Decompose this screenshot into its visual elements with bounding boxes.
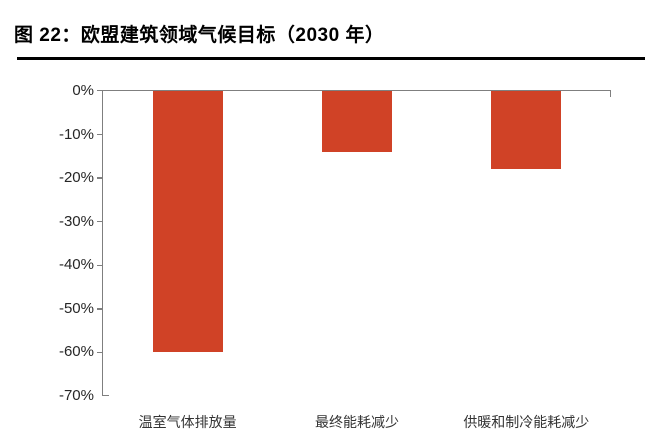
y-axis-tick (97, 308, 103, 310)
figure-title: 图 22：欧盟建筑领域气候目标（2030 年） (14, 25, 385, 46)
y-axis-label: -70% (58, 387, 94, 404)
y-axis-line (101, 91, 103, 396)
zero-baseline (97, 89, 611, 91)
bar (152, 91, 223, 353)
y-axis-tick (97, 133, 103, 136)
bar (322, 91, 392, 152)
y-axis-tick (97, 177, 103, 179)
y-axis-label: -40% (58, 256, 94, 274)
category-label: 供暖和制冷能耗减少 (463, 414, 590, 430)
y-axis-label: -10% (58, 125, 94, 143)
y-axis-bottom-tick (103, 394, 109, 396)
zero-baseline-end-tick (609, 91, 611, 97)
y-axis-label: -20% (58, 169, 94, 187)
y-axis-label: 0% (72, 82, 94, 99)
y-axis-label: -50% (58, 299, 94, 317)
category-label: 温室气体排放量 (138, 414, 237, 430)
title-rule (17, 57, 645, 60)
y-axis-tick (97, 351, 103, 354)
category-label: 最终能耗减少 (314, 414, 399, 430)
y-axis-label: -30% (58, 212, 94, 230)
bar (491, 91, 562, 170)
y-axis-label: -60% (58, 343, 94, 361)
y-axis-tick (97, 264, 103, 267)
y-axis-tick (97, 220, 103, 223)
